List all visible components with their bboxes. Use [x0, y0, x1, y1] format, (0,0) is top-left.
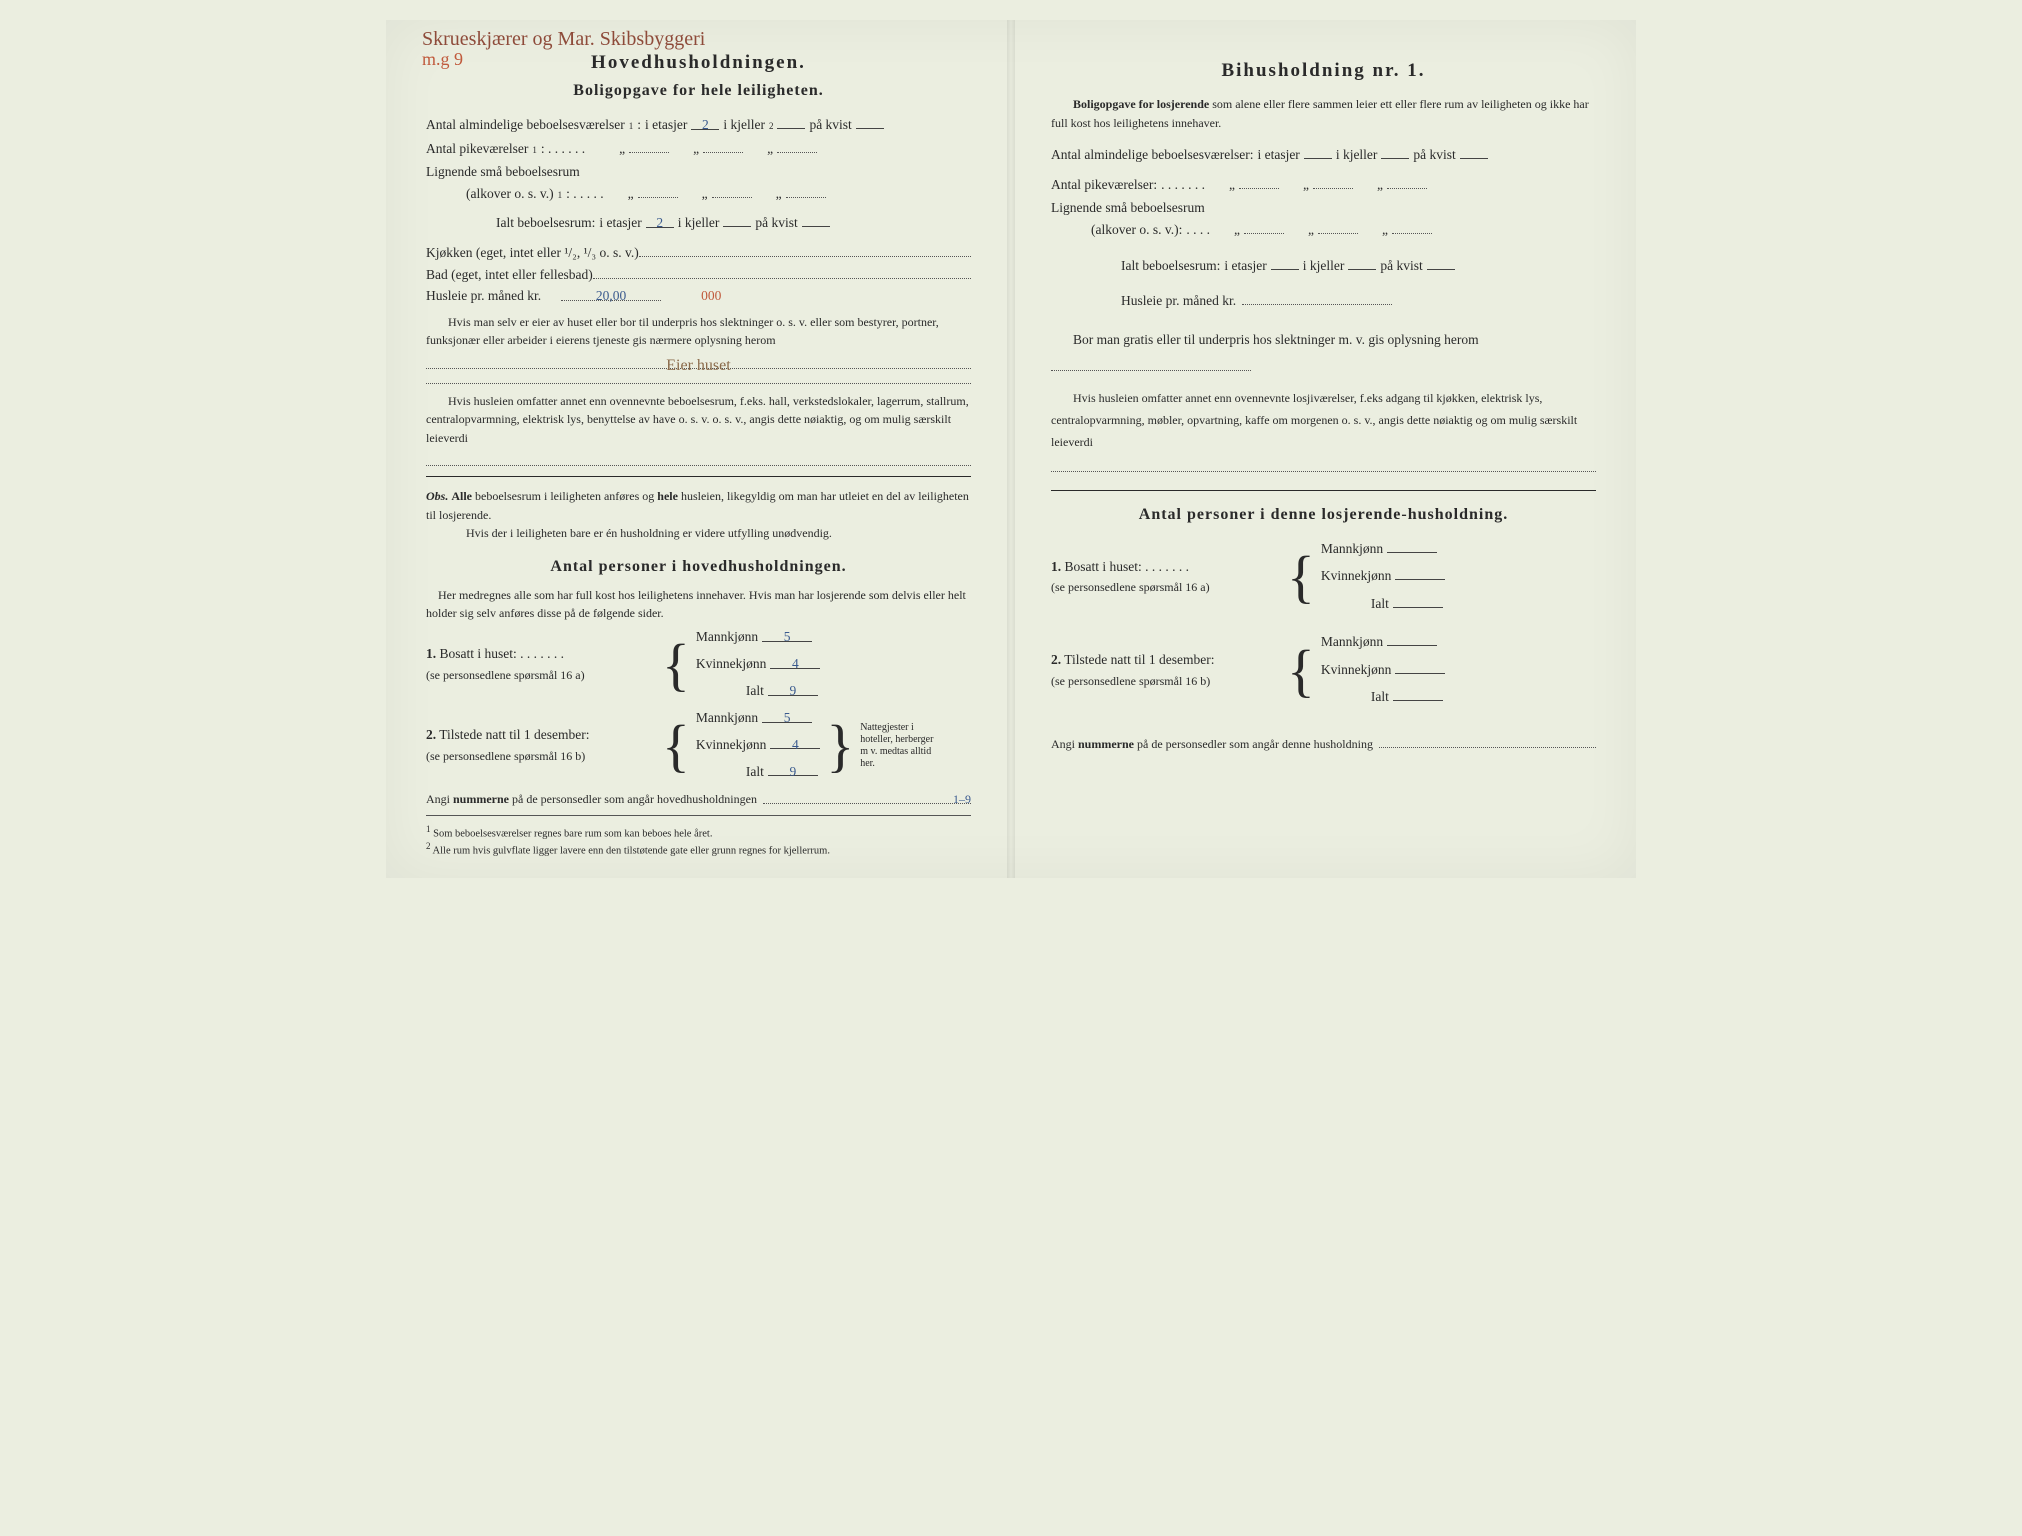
handwriting-top-2: m.g 9 — [422, 46, 463, 74]
ialt-line: Ialt beboelsesrum: i etasjer 2 i kjeller… — [496, 212, 971, 234]
brace-icon: { — [1287, 553, 1315, 601]
q2-kvinne-value: 4 — [770, 735, 820, 750]
brace-icon: { — [662, 722, 690, 770]
document-spread: Skrueskjærer og Mar. Skibsbyggeri m.g 9 … — [386, 20, 1636, 878]
r-angi-line: Angi nummerne på de personsedler som ang… — [1051, 734, 1596, 753]
r-lignende-block: Lignende små beboelsesrum (alkover o. s.… — [1051, 198, 1596, 241]
left-header: Hovedhusholdningen. Boligopgave for hele… — [426, 48, 971, 104]
angi-line: Angi nummerne på de personsedler som ang… — [426, 790, 971, 809]
husleien-para: Hvis husleien omfatter annet enn ovennev… — [426, 392, 971, 448]
night-guest-note: Nattegjester i hoteller, herberger m v. … — [860, 722, 940, 770]
left-page: Skrueskjærer og Mar. Skibsbyggeri m.g 9 … — [386, 20, 1011, 878]
persons-title: Antal personer i hovedhusholdningen. — [426, 555, 971, 580]
footnotes: 1 Som beboelsesværelser regnes bare rum … — [426, 824, 971, 858]
owner-para: Hvis man selv er eier av huset eller bor… — [426, 313, 971, 350]
q2-ialt-value: 9 — [768, 762, 818, 777]
left-subtitle: Boligopgave for hele leiligheten. — [426, 79, 971, 104]
r-q1-group: 1. Bosatt i huset: . . . . . . . (se per… — [1051, 538, 1596, 617]
brace-icon: } — [826, 722, 854, 770]
r-q2-group: 2. Tilstede natt til 1 desember: (se per… — [1051, 631, 1596, 710]
rooms-label: Antal almindelige beboelsesværelser — [426, 115, 625, 136]
brace-icon: { — [1287, 647, 1315, 695]
q1-ialt-value: 9 — [768, 681, 818, 696]
pike-label: Antal pikeværelser — [426, 139, 528, 160]
etasjer-value: 2 — [691, 115, 719, 130]
obs-block: Obs. Alle beboelsesrum i leiligheten anf… — [426, 487, 971, 543]
r-gratis-para: Bor man gratis eller til underpris hos s… — [1051, 326, 1596, 380]
r-divider — [1051, 490, 1596, 491]
right-title: Bihusholdning nr. 1. — [1051, 56, 1596, 85]
kjokken-line: Kjøkken (eget, intet eller ¹/₂, ¹/₃ o. s… — [426, 242, 971, 264]
right-page: Bihusholdning nr. 1. Boligopgave for los… — [1011, 20, 1636, 878]
bad-line: Bad (eget, intet eller fellesbad) — [426, 264, 971, 286]
ialt-etasjer-value: 2 — [646, 213, 674, 228]
q2-group: 2. Tilstede natt til 1 desember: (se per… — [426, 708, 971, 785]
angi-value: 1–9 — [763, 790, 971, 803]
r-persons-title: Antal personer i denne losjerende-hushol… — [1051, 503, 1596, 528]
pike-line: Antal pikeværelser1: . . . . . . „ „ „ — [426, 138, 971, 160]
q1-group: 1. Bosatt i huset: . . . . . . . (se per… — [426, 627, 971, 704]
divider — [426, 476, 971, 477]
lignende-block: Lignende små beboelsesrum (alkover o. s.… — [426, 162, 971, 205]
r-rooms-line: Antal almindelige beboelsesværelser: i e… — [1051, 145, 1596, 167]
husleie-value: 20,00 — [561, 286, 661, 301]
q2-mann-value: 5 — [762, 708, 812, 723]
r-husleie-line: Husleie pr. måned kr. — [1121, 291, 1596, 313]
rooms-line: Antal almindelige beboelsesværelser1: i … — [426, 114, 971, 136]
r-husleien-para: Hvis husleien omfatter annet enn ovennev… — [1051, 388, 1596, 453]
right-intro: Boligopgave for losjerende som alene ell… — [1051, 95, 1596, 132]
husleie-mark: 000 — [701, 286, 721, 307]
q1-kvinne-value: 4 — [770, 654, 820, 669]
husleie-line: Husleie pr. måned kr. 20,00 000 — [426, 286, 971, 307]
right-header: Bihusholdning nr. 1. — [1051, 56, 1596, 85]
r-ialt-line: Ialt beboelsesrum: i etasjer i kjeller p… — [1121, 255, 1596, 277]
persons-intro: Her medregnes alle som har full kost hos… — [426, 586, 971, 623]
r-pike-line: Antal pikeværelser: . . . . . . . „ „ „ — [1051, 174, 1596, 196]
q1-mann-value: 5 — [762, 627, 812, 642]
brace-icon: { — [662, 641, 690, 689]
handwriting-top-1: Skrueskjærer og Mar. Skibsbyggeri — [422, 24, 705, 55]
